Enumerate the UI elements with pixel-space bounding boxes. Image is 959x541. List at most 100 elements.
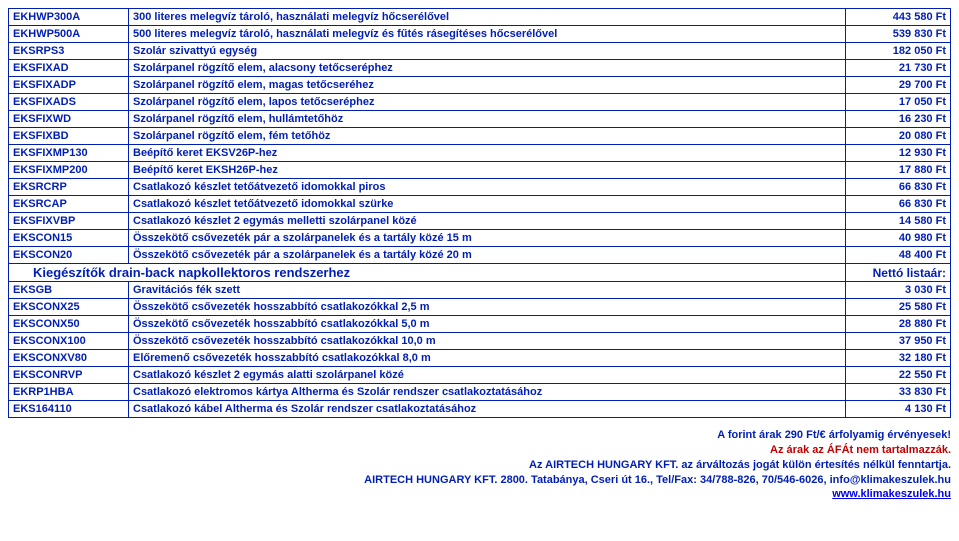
- product-code: EKHWP300A: [9, 9, 129, 26]
- table-row: EKSCONRVPCsatlakozó készlet 2 egymás ala…: [9, 367, 951, 384]
- product-price: 32 180 Ft: [846, 350, 951, 367]
- price-table: EKHWP300A300 literes melegvíz tároló, ha…: [8, 8, 951, 418]
- table-row: EKSGBGravitációs fék szett3 030 Ft: [9, 282, 951, 299]
- product-code: EKSFIXBD: [9, 128, 129, 145]
- product-code: EKSCONXV80: [9, 350, 129, 367]
- product-price: 16 230 Ft: [846, 111, 951, 128]
- table-row: EKSFIXWDSzolárpanel rögzítő elem, hullám…: [9, 111, 951, 128]
- product-description: Szolárpanel rögzítő elem, alacsony tetőc…: [129, 60, 846, 77]
- product-code: EKSRPS3: [9, 43, 129, 60]
- table-row: EKSFIXBDSzolárpanel rögzítő elem, fém te…: [9, 128, 951, 145]
- product-price: 14 580 Ft: [846, 213, 951, 230]
- footer-exchange-note: A forint árak 290 Ft/€ árfolyamig érvény…: [8, 428, 951, 443]
- product-price: 66 830 Ft: [846, 179, 951, 196]
- product-price: 4 130 Ft: [846, 401, 951, 418]
- product-description: Csatlakozó elektromos kártya Altherma és…: [129, 384, 846, 401]
- product-code: EKS164110: [9, 401, 129, 418]
- section-price-label: Nettó listaár:: [846, 264, 951, 282]
- product-description: Beépítő keret EKSH26P-hez: [129, 162, 846, 179]
- product-code: EKSGB: [9, 282, 129, 299]
- product-price: 22 550 Ft: [846, 367, 951, 384]
- product-code: EKRP1HBA: [9, 384, 129, 401]
- product-code: EKSCON15: [9, 230, 129, 247]
- product-description: Csatlakozó készlet tetőátvezető idomokka…: [129, 179, 846, 196]
- product-price: 17 050 Ft: [846, 94, 951, 111]
- product-code: EKSCONX25: [9, 299, 129, 316]
- product-description: Csatlakozó készlet tetőátvezető idomokka…: [129, 196, 846, 213]
- product-code: EKSFIXAD: [9, 60, 129, 77]
- product-code: EKSFIXWD: [9, 111, 129, 128]
- product-code: EKSFIXMP130: [9, 145, 129, 162]
- table-row: EKSCON15Összekötő csővezeték pár a szolá…: [9, 230, 951, 247]
- product-description: Összekötő csővezeték pár a szolárpanelek…: [129, 230, 846, 247]
- product-description: Csatlakozó kábel Altherma és Szolár rend…: [129, 401, 846, 418]
- product-price: 443 580 Ft: [846, 9, 951, 26]
- footer-price-change-note: Az AIRTECH HUNGARY KFT. az árváltozás jo…: [8, 458, 951, 473]
- product-price: 21 730 Ft: [846, 60, 951, 77]
- product-description: Előremenő csővezeték hosszabbító csatlak…: [129, 350, 846, 367]
- product-description: Szolárpanel rögzítő elem, fém tetőhöz: [129, 128, 846, 145]
- product-price: 40 980 Ft: [846, 230, 951, 247]
- product-code: EKHWP500A: [9, 26, 129, 43]
- product-description: Beépítő keret EKSV26P-hez: [129, 145, 846, 162]
- product-description: Szolárpanel rögzítő elem, lapos tetőcser…: [129, 94, 846, 111]
- table-row: EKSFIXMP200Beépítő keret EKSH26P-hez17 8…: [9, 162, 951, 179]
- product-description: 300 literes melegvíz tároló, használati …: [129, 9, 846, 26]
- table-row: EKHWP300A300 literes melegvíz tároló, ha…: [9, 9, 951, 26]
- product-code: EKSRCAP: [9, 196, 129, 213]
- table-row: EKSCONXV80Előremenő csővezeték hosszabbí…: [9, 350, 951, 367]
- table-row: EKSCONX100Összekötő csővezeték hosszabbí…: [9, 333, 951, 350]
- product-description: Csatlakozó készlet 2 egymás alatti szolá…: [129, 367, 846, 384]
- product-price: 37 950 Ft: [846, 333, 951, 350]
- footer: A forint árak 290 Ft/€ árfolyamig érvény…: [8, 428, 951, 502]
- product-price: 182 050 Ft: [846, 43, 951, 60]
- product-description: Szolárpanel rögzítő elem, magas tetőcser…: [129, 77, 846, 94]
- table-row: EKSFIXADPSzolárpanel rögzítő elem, magas…: [9, 77, 951, 94]
- product-description: 500 literes melegvíz tároló, használati …: [129, 26, 846, 43]
- table-row: EKSCONX50Összekötő csővezeték hosszabbít…: [9, 316, 951, 333]
- table-row: EKRP1HBACsatlakozó elektromos kártya Alt…: [9, 384, 951, 401]
- product-description: Összekötő csővezeték hosszabbító csatlak…: [129, 299, 846, 316]
- product-price: 28 880 Ft: [846, 316, 951, 333]
- table-row: EKS164110Csatlakozó kábel Altherma és Sz…: [9, 401, 951, 418]
- table-row: EKSRCRPCsatlakozó készlet tetőátvezető i…: [9, 179, 951, 196]
- product-description: Összekötő csővezeték hosszabbító csatlak…: [129, 333, 846, 350]
- product-code: EKSCONX50: [9, 316, 129, 333]
- table-row: EKHWP500A500 literes melegvíz tároló, ha…: [9, 26, 951, 43]
- footer-vat-note: Az árak az ÁFÁt nem tartalmazzák.: [8, 443, 951, 458]
- table-row: EKSFIXADSSzolárpanel rögzítő elem, lapos…: [9, 94, 951, 111]
- product-price: 25 580 Ft: [846, 299, 951, 316]
- section-title: Kiegészítők drain-back napkollektoros re…: [9, 264, 846, 282]
- product-code: EKSFIXADS: [9, 94, 129, 111]
- product-price: 539 830 Ft: [846, 26, 951, 43]
- product-price: 48 400 Ft: [846, 247, 951, 264]
- product-code: EKSFIXADP: [9, 77, 129, 94]
- product-price: 12 930 Ft: [846, 145, 951, 162]
- table-row: EKSFIXADSzolárpanel rögzítő elem, alacso…: [9, 60, 951, 77]
- footer-company-contact: AIRTECH HUNGARY KFT. 2800. Tatabánya, Cs…: [8, 473, 951, 488]
- product-code: EKSCON20: [9, 247, 129, 264]
- product-description: Összekötő csővezeték pár a szolárpanelek…: [129, 247, 846, 264]
- product-description: Szolár szivattyú egység: [129, 43, 846, 60]
- table-row: EKSFIXVBPCsatlakozó készlet 2 egymás mel…: [9, 213, 951, 230]
- product-code: EKSCONRVP: [9, 367, 129, 384]
- footer-website-link[interactable]: www.klimakeszulek.hu: [832, 488, 951, 500]
- product-code: EKSCONX100: [9, 333, 129, 350]
- product-description: Összekötő csővezeték hosszabbító csatlak…: [129, 316, 846, 333]
- table-row: EKSCONX25Összekötő csővezeték hosszabbít…: [9, 299, 951, 316]
- product-price: 3 030 Ft: [846, 282, 951, 299]
- product-description: Csatlakozó készlet 2 egymás melletti szo…: [129, 213, 846, 230]
- table-row: EKSFIXMP130Beépítő keret EKSV26P-hez12 9…: [9, 145, 951, 162]
- product-code: EKSRCRP: [9, 179, 129, 196]
- product-price: 66 830 Ft: [846, 196, 951, 213]
- product-code: EKSFIXMP200: [9, 162, 129, 179]
- product-description: Gravitációs fék szett: [129, 282, 846, 299]
- table-row: EKSRPS3Szolár szivattyú egység182 050 Ft: [9, 43, 951, 60]
- table-row: EKSRCAPCsatlakozó készlet tetőátvezető i…: [9, 196, 951, 213]
- section-header: Kiegészítők drain-back napkollektoros re…: [9, 264, 951, 282]
- product-price: 20 080 Ft: [846, 128, 951, 145]
- product-price: 33 830 Ft: [846, 384, 951, 401]
- product-code: EKSFIXVBP: [9, 213, 129, 230]
- product-price: 17 880 Ft: [846, 162, 951, 179]
- table-row: EKSCON20Összekötő csővezeték pár a szolá…: [9, 247, 951, 264]
